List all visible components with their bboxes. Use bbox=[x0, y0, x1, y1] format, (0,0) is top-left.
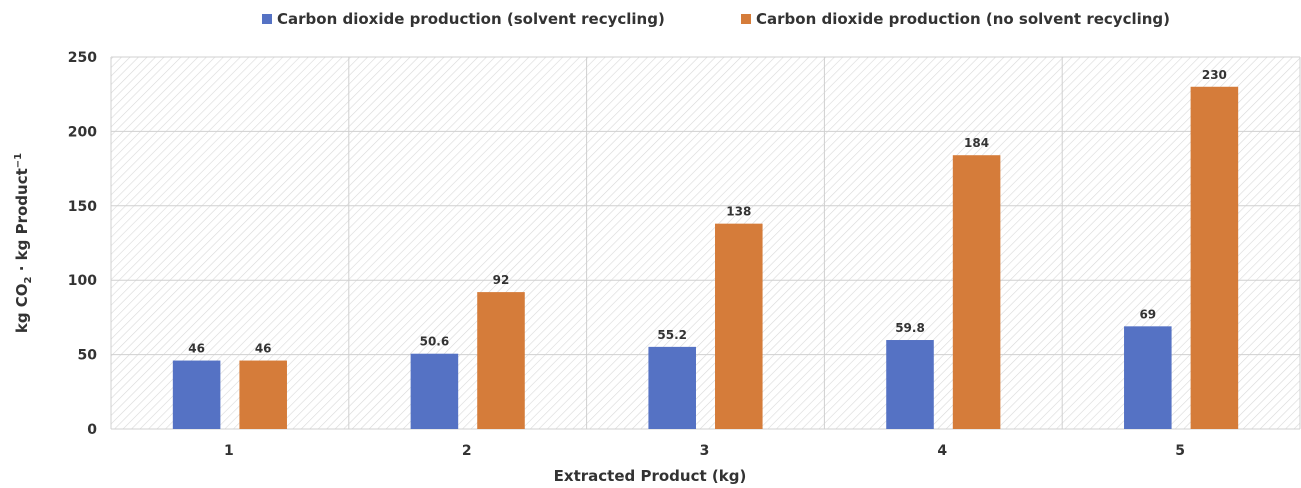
legend-label: Carbon dioxide production (solvent recyc… bbox=[277, 10, 665, 28]
legend: Carbon dioxide production (solvent recyc… bbox=[262, 10, 1170, 28]
y-tick-label: 100 bbox=[68, 273, 97, 289]
x-tick-label: 5 bbox=[1175, 443, 1185, 459]
legend-item-no-solvent-recycling: Carbon dioxide production (no solvent re… bbox=[741, 10, 1170, 28]
bar-no-solvent-recycling bbox=[477, 292, 525, 429]
x-tick-label: 3 bbox=[700, 443, 710, 459]
y-tick-label: 200 bbox=[68, 124, 97, 140]
y-axis-ticks: 0 50 100 150 200 250 bbox=[68, 50, 97, 438]
x-axis-title: Extracted Product (kg) bbox=[554, 467, 747, 485]
bars bbox=[172, 86, 1239, 429]
bar-solvent-recycling bbox=[172, 360, 221, 429]
x-tick-label: 1 bbox=[224, 443, 234, 459]
bar-no-solvent-recycling bbox=[239, 360, 287, 429]
y-tick-label: 0 bbox=[87, 422, 97, 438]
y-axis-title-subscript: 2 bbox=[23, 276, 34, 283]
data-labels: 46 46 50.6 92 55.2 138 59.8 184 69 230 bbox=[188, 68, 1227, 356]
bar-no-solvent-recycling bbox=[715, 223, 763, 429]
x-axis-ticks: 1 2 3 4 5 bbox=[224, 443, 1185, 459]
bar-solvent-recycling bbox=[1124, 326, 1172, 429]
legend-item-solvent-recycling: Carbon dioxide production (solvent recyc… bbox=[262, 10, 665, 28]
bar-data-label: 92 bbox=[493, 273, 510, 287]
bar-data-label: 230 bbox=[1202, 68, 1227, 82]
bar-data-label: 138 bbox=[726, 205, 751, 219]
x-tick-label: 4 bbox=[937, 443, 947, 459]
bar-data-label: 184 bbox=[964, 136, 989, 150]
bar-no-solvent-recycling bbox=[952, 155, 1001, 429]
bar-data-label: 50.6 bbox=[420, 335, 450, 349]
legend-swatch bbox=[741, 14, 751, 24]
y-tick-label: 150 bbox=[68, 199, 97, 215]
plot-area bbox=[111, 57, 1300, 429]
x-tick-label: 2 bbox=[462, 443, 472, 459]
y-axis-title: kg CO2 · kg Product−1 bbox=[13, 153, 34, 333]
bar-data-label: 55.2 bbox=[657, 328, 687, 342]
y-axis-title-prefix: kg CO bbox=[13, 283, 31, 333]
gridlines bbox=[110, 56, 1301, 430]
bar-solvent-recycling bbox=[410, 353, 459, 429]
bar-solvent-recycling bbox=[648, 346, 696, 429]
bar-data-label: 59.8 bbox=[895, 321, 925, 335]
bar-data-label: 46 bbox=[255, 342, 272, 356]
bar-solvent-recycling bbox=[886, 340, 934, 429]
legend-swatch bbox=[262, 14, 272, 24]
y-tick-label: 250 bbox=[68, 50, 97, 66]
y-axis-title-middle: · kg Product bbox=[13, 168, 31, 276]
bar-data-label: 69 bbox=[1139, 307, 1156, 321]
y-axis-title-superscript: −1 bbox=[13, 153, 24, 168]
legend-label: Carbon dioxide production (no solvent re… bbox=[756, 10, 1170, 28]
bar-data-label: 46 bbox=[188, 342, 205, 356]
y-tick-label: 50 bbox=[78, 348, 98, 364]
bar-no-solvent-recycling bbox=[1190, 86, 1239, 429]
